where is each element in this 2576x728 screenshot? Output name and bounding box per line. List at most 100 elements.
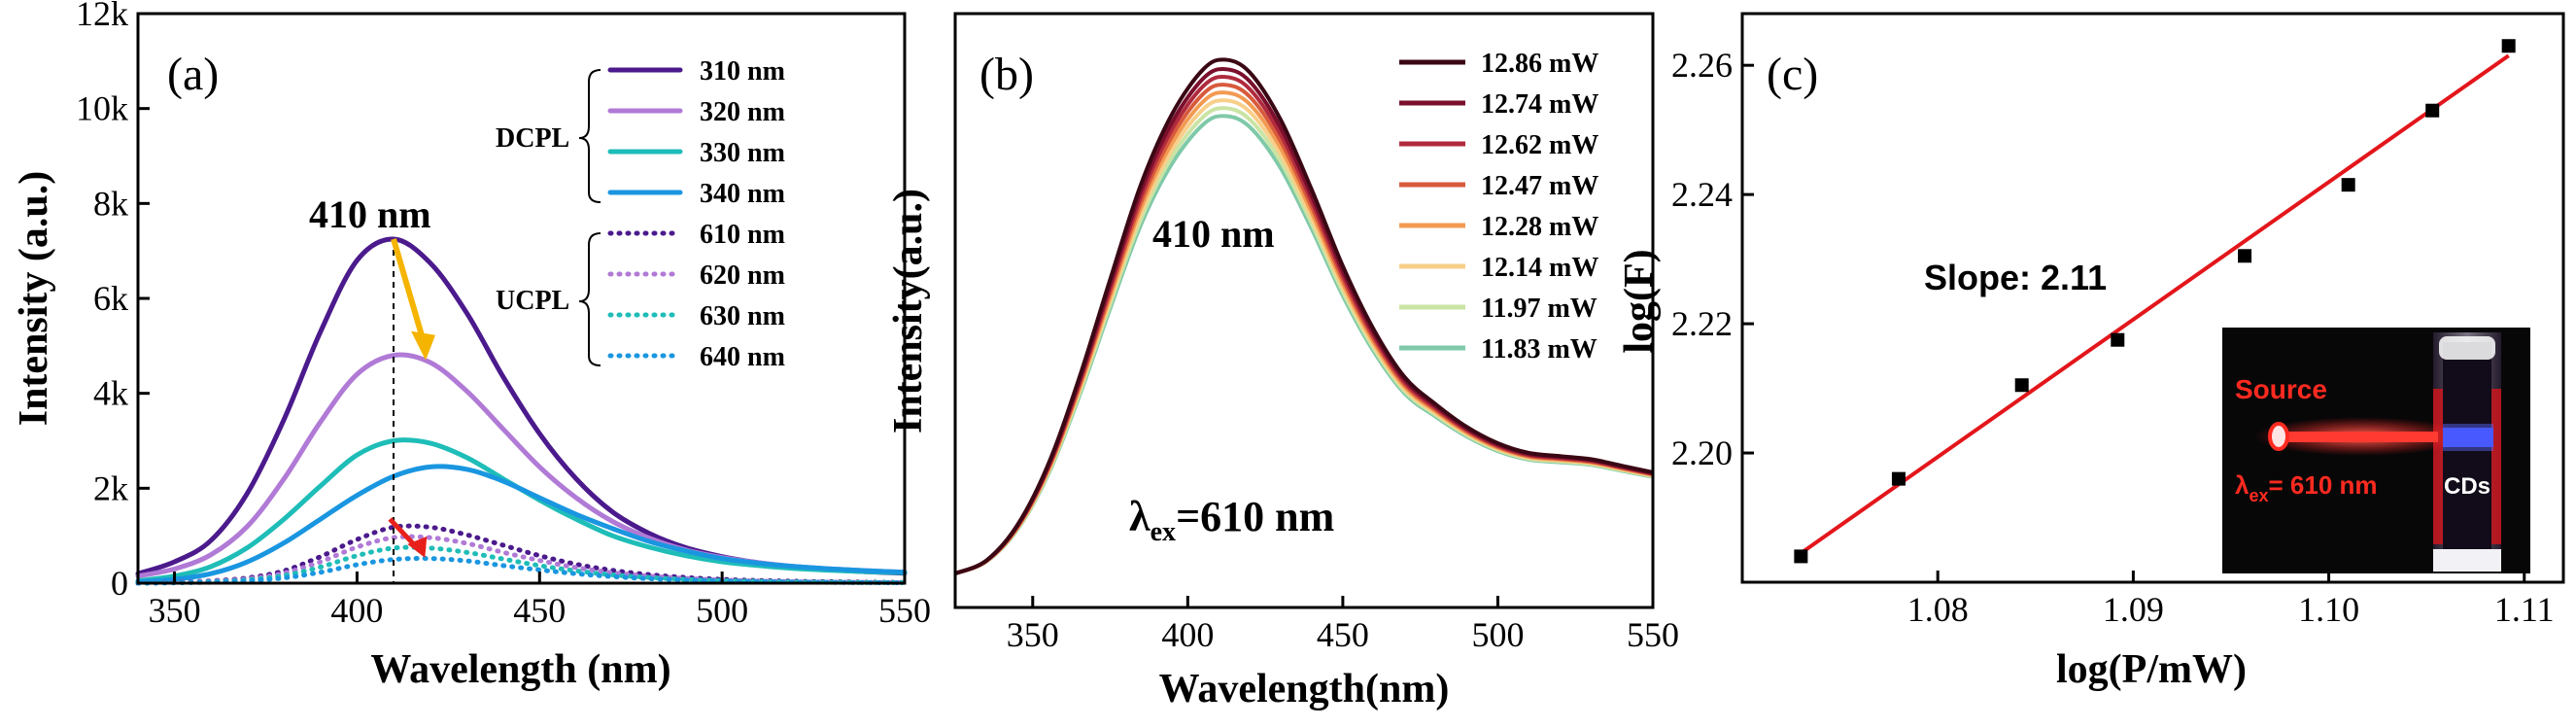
upconversion-arrowhead (407, 536, 428, 558)
x-tick-label: 450 (513, 591, 566, 630)
legend-group-ucpl: UCPL (496, 286, 569, 316)
legend-label: 320 nm (700, 97, 785, 127)
x-tick-label: 1.09 (2103, 590, 2164, 629)
y-tick-label: 0 (111, 564, 128, 603)
panel-c-y-axis-title: log(F) (1617, 249, 1662, 353)
y-tick-label: 12k (76, 0, 128, 33)
y-tick-label: 2.20 (1671, 433, 1733, 472)
panel-c-y-ticks: 2.20 2.22 2.24 2.26 (1671, 46, 1754, 472)
x-tick-label: 400 (1161, 615, 1214, 654)
legend-brace-dcpl (578, 69, 601, 203)
x-tick-label: 500 (1471, 615, 1524, 654)
panel-b-y-axis-title: Intensity(a.u.) (886, 189, 931, 433)
linear-fit-line (1800, 53, 2510, 555)
y-tick-label: 10k (76, 89, 128, 128)
inset-excitation-label: λex= 610 nm (2235, 470, 2378, 505)
panel-b-label: (b) (979, 49, 1034, 100)
inset-cds-label: CDs (2444, 473, 2490, 500)
inset-source-label: Source (2235, 374, 2327, 404)
panel-b-excitation-label: λex=610 nm (1129, 493, 1334, 547)
slope-annotation: Slope: 2.11 (1924, 258, 2107, 297)
legend-label: 11.83 mW (1481, 334, 1597, 364)
legend-group-dcpl: DCPL (496, 123, 569, 154)
blue-emission (2443, 428, 2493, 447)
panel-a-legend: 310 nm 320 nm 330 nm 340 nm 610 nm 620 nm 630 … (607, 56, 785, 372)
panel-a: 410 nm 350 400 450 500 550 0 2k 4k 6k 8k 10k 12k W… (12, 0, 931, 692)
series-line-12.86mW (954, 57, 1654, 575)
y-tick-label: 2.26 (1671, 46, 1733, 85)
legend-label: 12.74 mW (1481, 89, 1598, 120)
panel-a-peak-label: 410 nm (309, 192, 431, 236)
laser-beam (2279, 432, 2438, 442)
legend-label: 640 nm (700, 342, 785, 372)
legend-label: 12.62 mW (1481, 130, 1598, 160)
panel-a-y-axis-title: Intensity (a.u.) (12, 171, 56, 427)
x-tick-label: 450 (1317, 615, 1369, 654)
x-tick-label: 1.10 (2298, 590, 2359, 629)
legend-label: 340 nm (700, 179, 785, 209)
data-point (1794, 549, 1808, 564)
cuvette-inner (2443, 342, 2491, 562)
x-tick-label: 1.11 (2494, 590, 2555, 629)
legend-brace-ucpl (578, 232, 601, 366)
legend-label: 12.14 mW (1481, 253, 1598, 283)
y-tick-label: 2.22 (1671, 304, 1733, 343)
legend-label: 330 nm (700, 138, 785, 168)
laser-source-spot (2268, 422, 2289, 451)
data-point (2014, 378, 2029, 393)
data-point (2111, 332, 2125, 347)
panel-b-legend: 12.86 mW 12.74 mW 12.62 mW 12.47 mW 12.28 mW… (1399, 49, 1598, 364)
panel-c-plot-frame (1740, 12, 2565, 584)
panel-b-series (954, 57, 1654, 575)
data-point (1891, 471, 1906, 486)
legend-label: 610 nm (700, 220, 785, 250)
legend-label: 11.97 mW (1481, 294, 1597, 324)
panel-b-x-axis-title: Wavelength(nm) (1159, 667, 1450, 711)
x-tick-label: 500 (696, 591, 748, 630)
panel-c-x-ticks: 1.08 1.09 1.10 1.11 (1907, 571, 2555, 629)
data-point (2425, 103, 2440, 118)
peak-shift-arrowhead (411, 330, 436, 361)
x-tick-label: 1.08 (1907, 590, 1969, 629)
panel-a-y-ticks: 0 2k 4k 6k 8k 10k 12k (76, 0, 150, 603)
panel-c-x-axis-title: log(P/mW) (2056, 647, 2247, 692)
peak-shift-arrow (391, 238, 426, 340)
legend-label: 620 nm (700, 260, 785, 291)
x-tick-label: 400 (330, 591, 383, 630)
cuvette-red-rim-left (2433, 389, 2443, 544)
cuvette-top-glow (2439, 336, 2495, 360)
panel-b-x-ticks: 350 400 450 500 550 (1007, 596, 1679, 654)
y-tick-label: 4k (93, 374, 128, 413)
cuvette-bottom (2433, 549, 2501, 572)
data-point (2341, 178, 2355, 192)
legend-label: 310 nm (700, 56, 785, 87)
y-tick-label: 8k (93, 184, 128, 223)
legend-label: 12.86 mW (1481, 49, 1598, 79)
x-tick-label: 350 (149, 591, 201, 630)
y-tick-label: 2.24 (1671, 175, 1733, 214)
panel-b-plot-frame (953, 12, 1655, 609)
cuvette-red-rim-right (2491, 389, 2501, 544)
y-tick-label: 6k (93, 279, 128, 318)
data-point (2238, 249, 2252, 263)
y-tick-label: 2k (93, 468, 128, 507)
panel-c-points (1794, 39, 2516, 564)
panel-a-x-ticks: 350 400 450 500 550 (149, 572, 931, 630)
series-line-340nm (135, 464, 908, 584)
panel-c: 1.08 1.09 1.10 1.11 2.20 2.22 2.24 2.26 log(P/… (1617, 12, 2565, 692)
panel-b: 350 400 450 500 550 Wavelength(nm) Intensity… (886, 12, 1679, 711)
x-tick-label: 550 (1627, 615, 1679, 654)
legend-label: 630 nm (700, 301, 785, 331)
x-tick-label: 350 (1007, 615, 1059, 654)
panel-a-x-axis-title: Wavelength (nm) (370, 647, 670, 692)
panel-b-peak-label: 410 nm (1152, 212, 1275, 256)
legend-label: 12.28 mW (1481, 212, 1598, 242)
series-line-610nm (135, 523, 908, 586)
data-point (2501, 39, 2516, 53)
inset-photo: Source λex= 610 nm CDs (2222, 328, 2530, 573)
blue-emission-glow (2443, 424, 2493, 451)
panel-a-annotations: 410 nm (309, 192, 436, 583)
panel-a-label: (a) (167, 49, 219, 100)
panel-c-label: (c) (1767, 49, 1818, 100)
